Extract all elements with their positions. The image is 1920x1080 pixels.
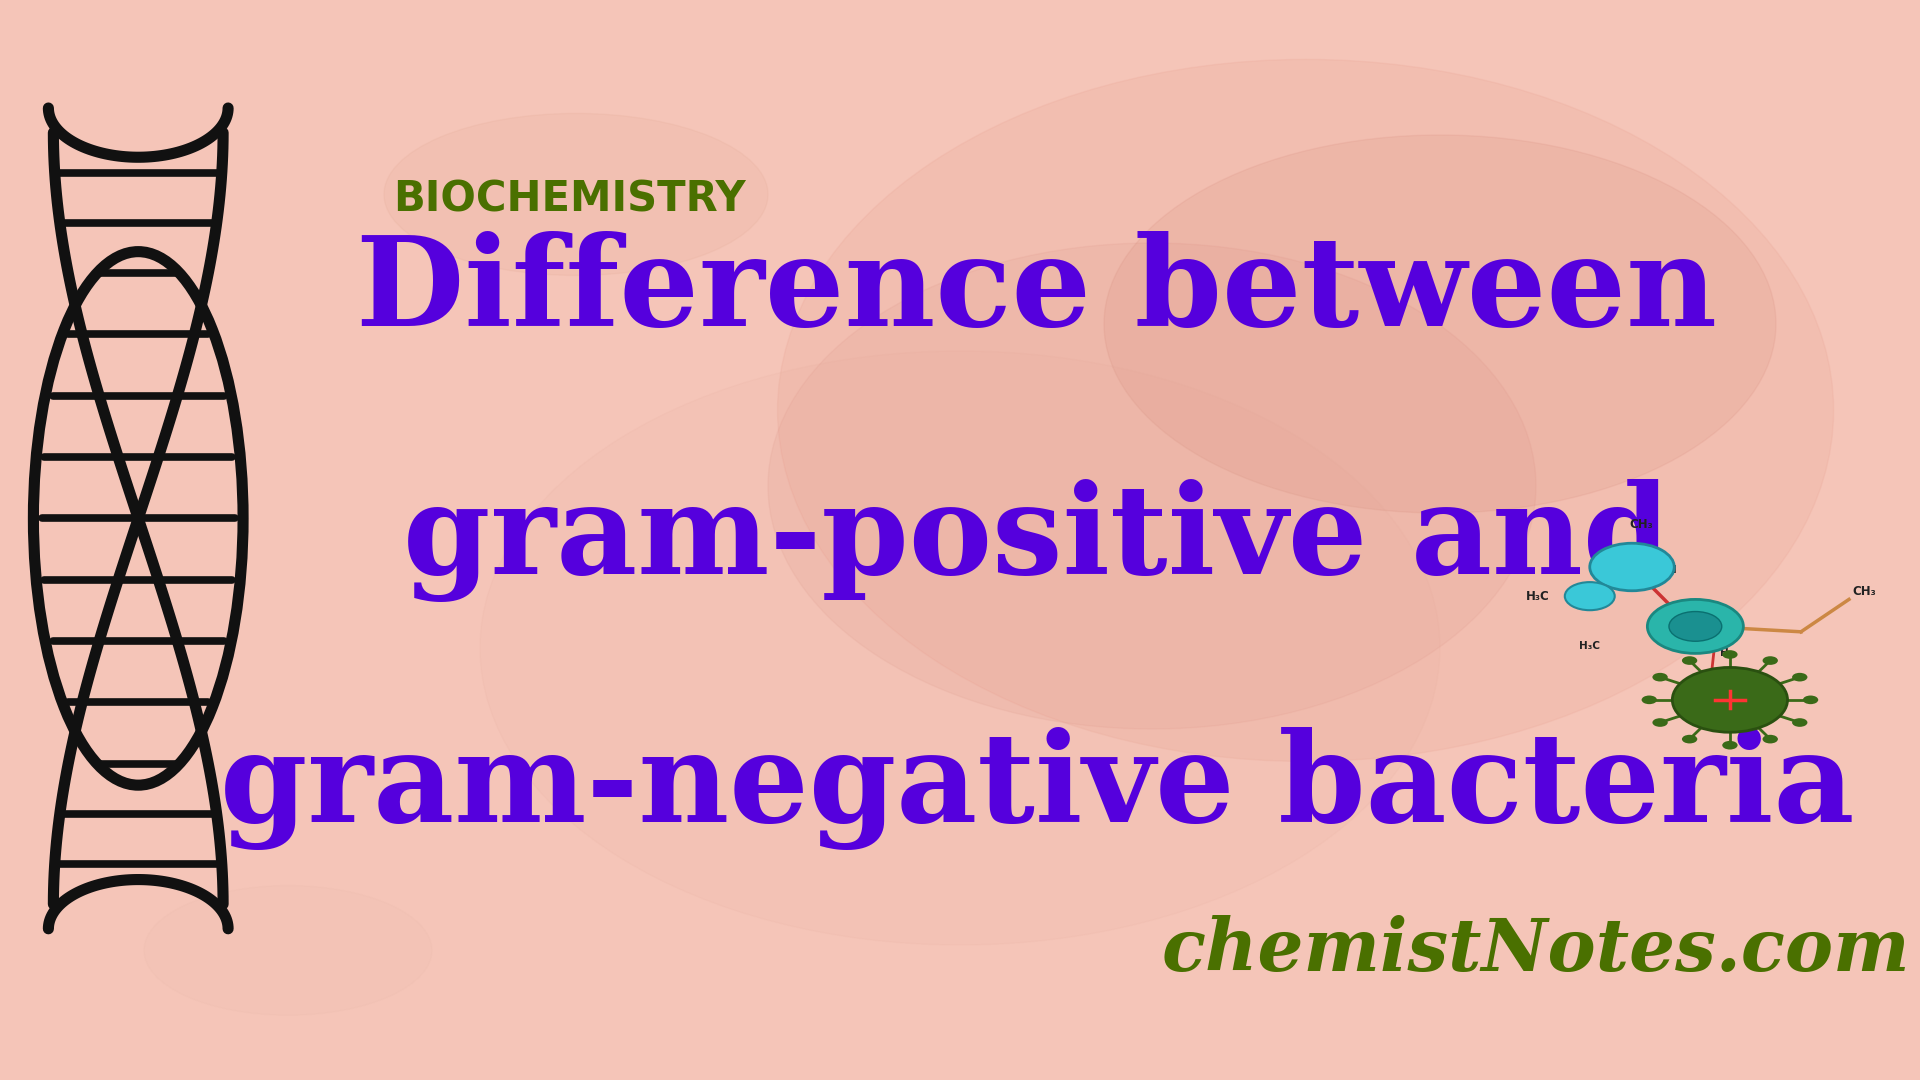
Ellipse shape (144, 886, 432, 1015)
Ellipse shape (480, 351, 1440, 945)
Circle shape (1763, 657, 1778, 665)
Ellipse shape (778, 59, 1834, 761)
Text: CH₃: CH₃ (1630, 518, 1653, 531)
Circle shape (1668, 611, 1722, 642)
Circle shape (1642, 696, 1657, 704)
Circle shape (1653, 673, 1668, 681)
Text: BIOCHEMISTRY: BIOCHEMISTRY (394, 179, 747, 220)
Circle shape (1722, 650, 1738, 659)
Text: Difference between: Difference between (357, 231, 1716, 352)
Circle shape (1791, 673, 1807, 681)
Text: H: H (1720, 648, 1728, 659)
Ellipse shape (768, 243, 1536, 729)
Text: H: H (1668, 565, 1676, 576)
Circle shape (1565, 582, 1615, 610)
Text: chemistNotes.com: chemistNotes.com (1162, 915, 1910, 986)
Circle shape (1682, 657, 1697, 665)
Circle shape (1590, 543, 1674, 591)
Text: H₃C: H₃C (1526, 590, 1549, 603)
Ellipse shape (1104, 135, 1776, 513)
Text: gram-positive and: gram-positive and (403, 478, 1670, 602)
Circle shape (1682, 734, 1697, 743)
Circle shape (1647, 599, 1743, 653)
Circle shape (1803, 696, 1818, 704)
Circle shape (1763, 734, 1778, 743)
Text: gram-negative bacteria: gram-negative bacteria (219, 727, 1855, 850)
Circle shape (1722, 741, 1738, 750)
Circle shape (1672, 667, 1788, 732)
Ellipse shape (384, 113, 768, 275)
Circle shape (1653, 718, 1668, 727)
Text: CH₃: CH₃ (1853, 585, 1876, 598)
Circle shape (1791, 718, 1807, 727)
Text: H₃C: H₃C (1580, 640, 1599, 651)
